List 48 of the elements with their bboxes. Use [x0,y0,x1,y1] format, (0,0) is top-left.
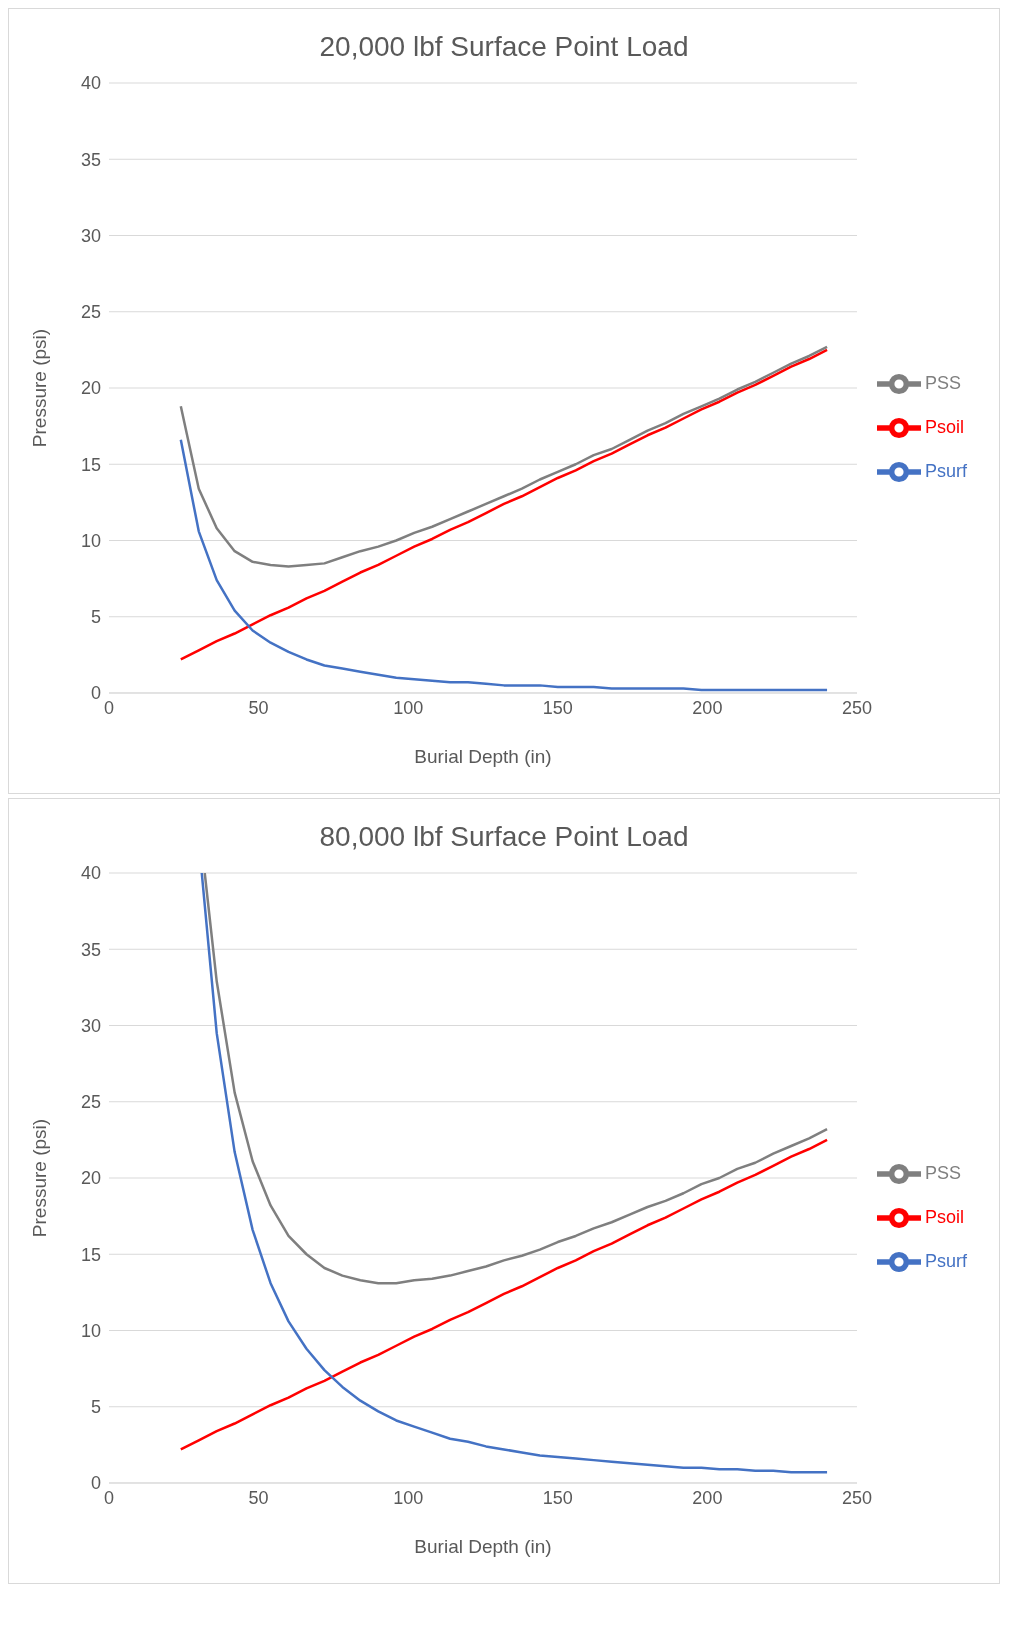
x-tick-label: 250 [841,697,873,718]
legend-label: Psoil [924,416,964,437]
y-tick-label: 10 [80,530,101,551]
x-tick-label: 50 [248,697,269,718]
x-tick-label: 200 [692,697,723,718]
legend-label: PSS [924,1162,962,1183]
legend-label: PSS [924,372,962,393]
x-tick-label: 0 [103,1487,115,1508]
y-tick-label: 10 [80,1320,101,1341]
line-series [203,873,829,1285]
x-axis-title: Burial Depth (in) [414,746,552,767]
y-tick-label: 5 [90,607,101,628]
y-tick-label: 0 [90,683,101,704]
x-tick-label: 0 [103,697,115,718]
legend-label: Psurf [924,460,967,481]
line-series [179,1138,829,1451]
line-series [179,348,829,661]
y-tick-label: 15 [80,1244,101,1265]
y-tick-label: 20 [80,1168,101,1189]
line-series [200,873,829,1474]
x-tick-label: 150 [542,697,573,718]
y-tick-label: 30 [80,225,101,246]
x-tick-label: 200 [692,1487,723,1508]
legend-label: Psoil [924,1206,964,1227]
y-tick-label: 5 [90,1397,101,1418]
y-axis-title: Pressure (psi) [28,1118,50,1238]
line-series [179,345,829,568]
chart-title: 20,000 lbf Surface Point Load [318,30,690,63]
chart-title: 80,000 lbf Surface Point Load [318,820,690,853]
y-tick-label: 25 [80,302,101,323]
y-tick-label: 40 [80,73,101,94]
line-series [179,438,829,692]
x-tick-label: 100 [393,697,424,718]
y-tick-label: 40 [80,863,101,884]
x-tick-label: 100 [393,1487,424,1508]
x-tick-label: 150 [542,1487,573,1508]
y-axis-title: Pressure (psi) [28,328,50,448]
y-tick-label: 30 [80,1015,101,1036]
x-tick-label: 50 [248,1487,269,1508]
y-tick-label: 15 [80,454,101,475]
y-tick-label: 35 [80,149,101,170]
x-axis-title: Burial Depth (in) [414,1536,552,1557]
y-tick-label: 25 [80,1092,101,1113]
y-tick-label: 20 [80,378,101,399]
x-tick-label: 250 [841,1487,873,1508]
y-tick-label: 0 [90,1473,101,1494]
legend-label: Psurf [924,1250,967,1271]
y-tick-label: 35 [80,939,101,960]
